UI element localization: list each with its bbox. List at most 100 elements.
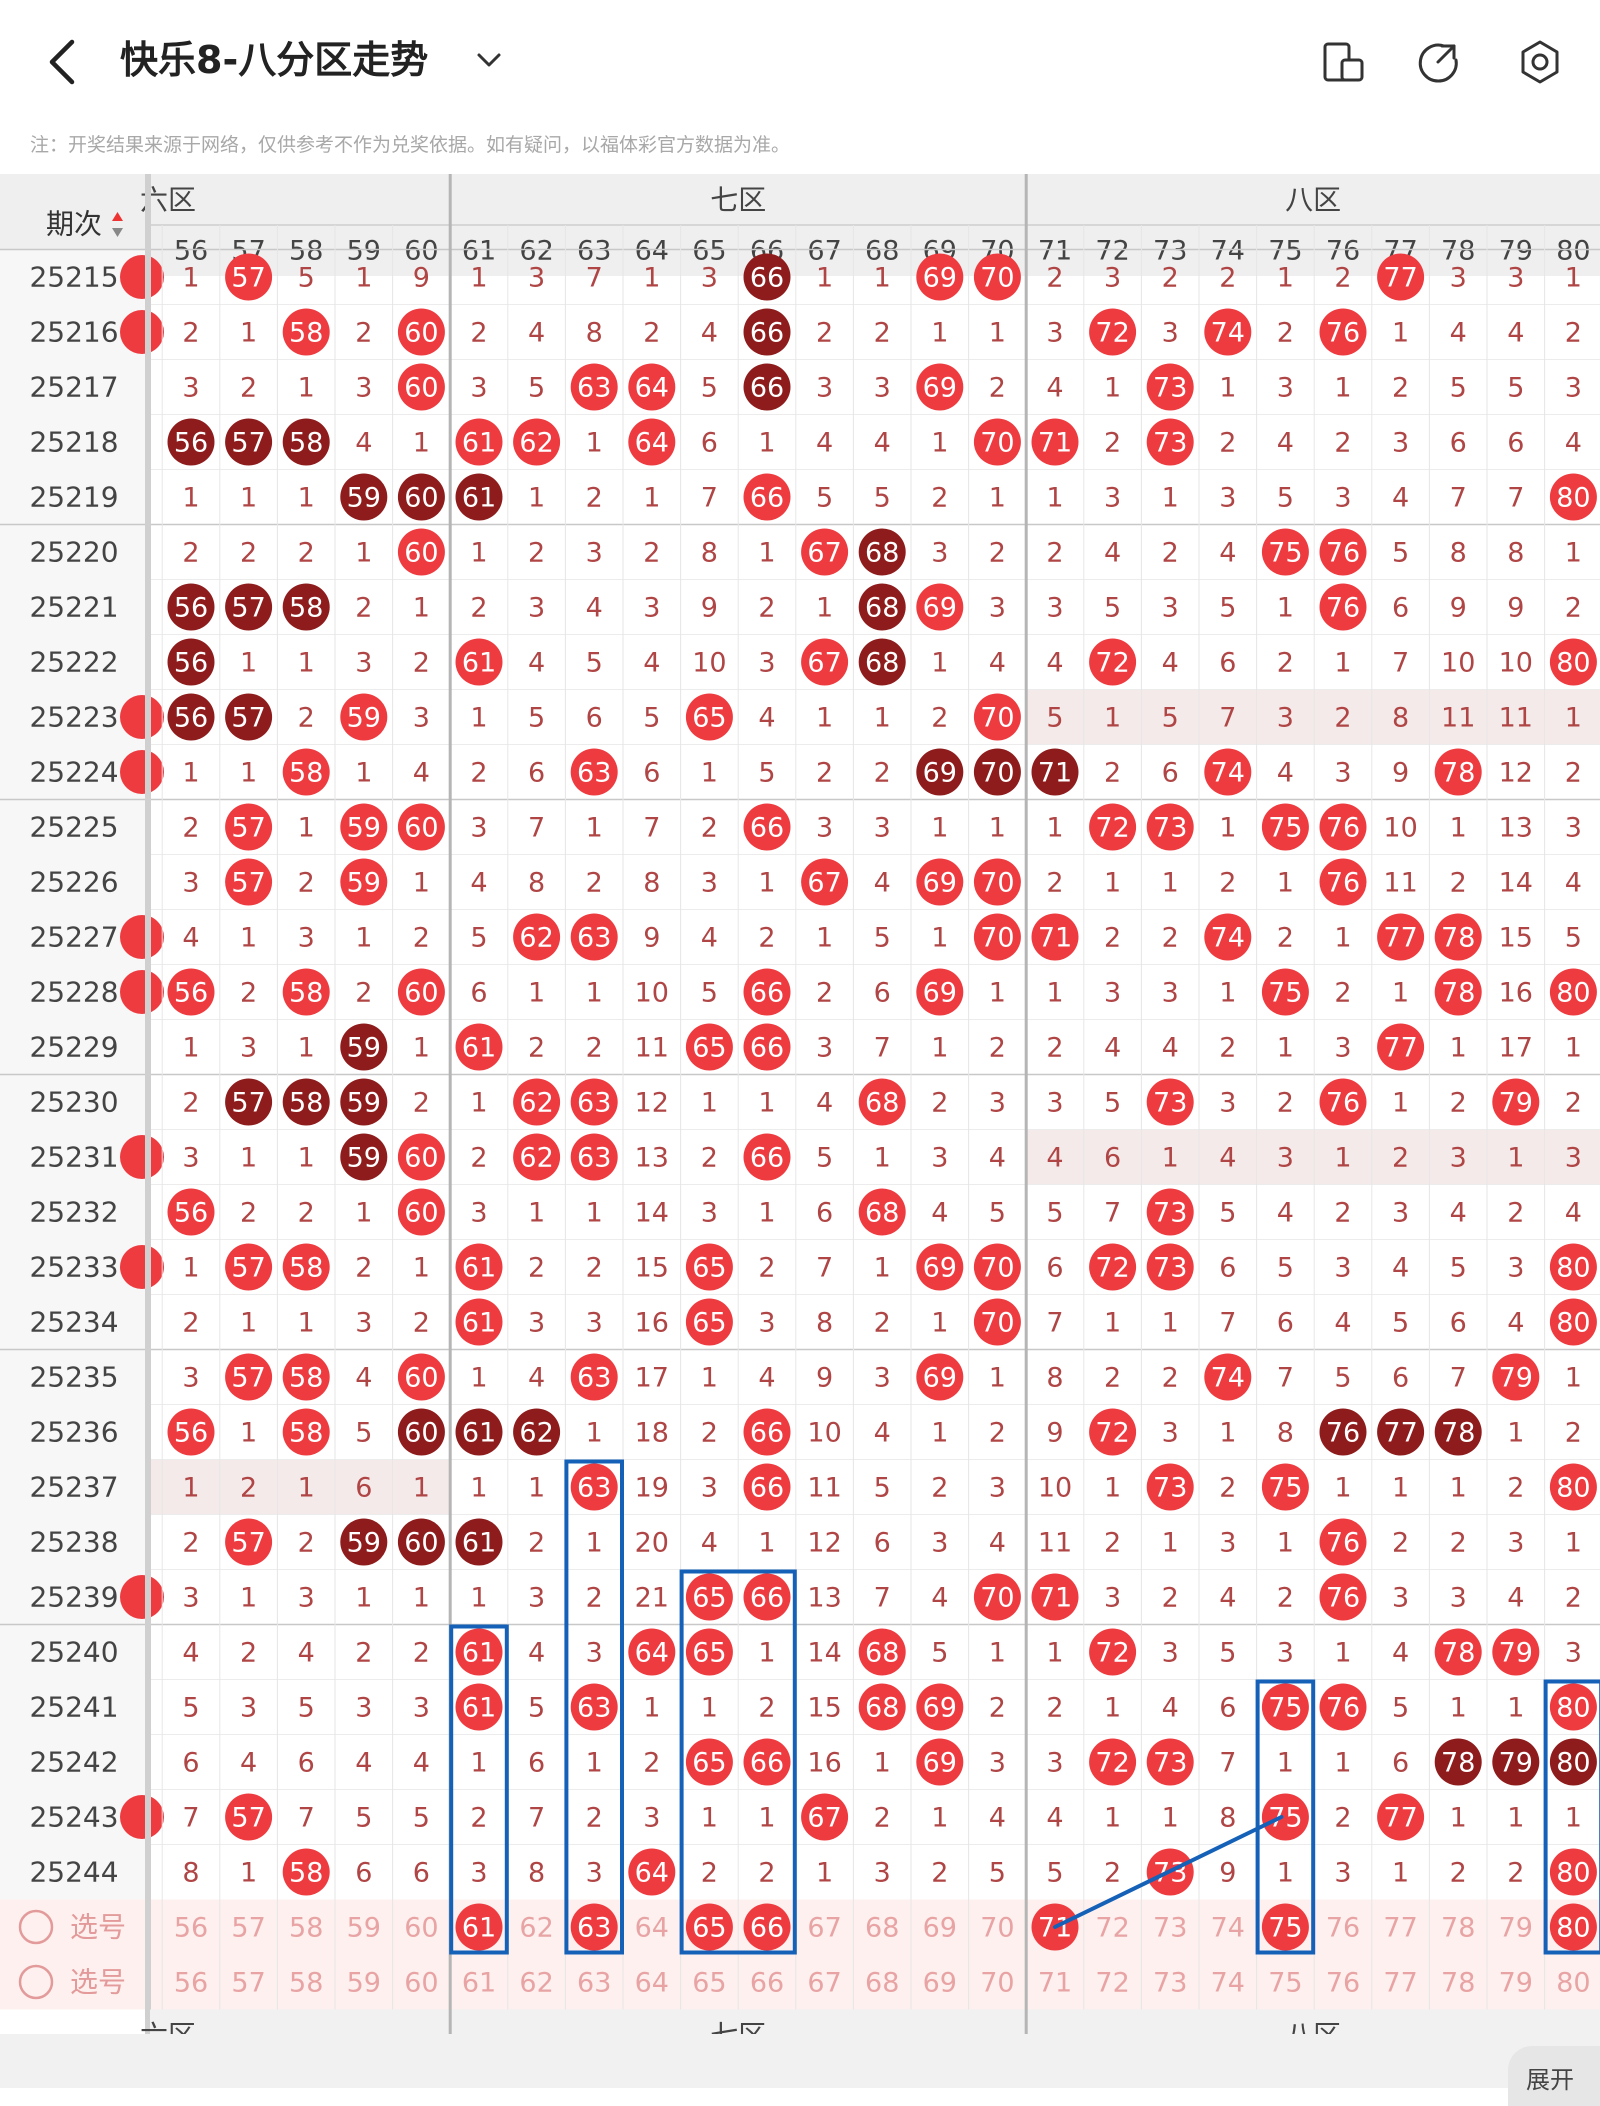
ball-number: 68 — [865, 1693, 899, 1724]
miss-count: 6 — [874, 1528, 891, 1559]
select-number[interactable]: 66 — [750, 1968, 784, 1999]
miss-count: 18 — [635, 1418, 669, 1449]
select-number[interactable]: 58 — [289, 1913, 323, 1944]
select-number[interactable]: 60 — [404, 1968, 438, 1999]
select-number[interactable]: 67 — [807, 1968, 841, 1999]
miss-count: 1 — [1334, 1638, 1351, 1669]
select-number[interactable]: 69 — [923, 1968, 957, 1999]
miss-count: 5 — [1507, 373, 1524, 404]
miss-count: 3 — [1046, 593, 1063, 624]
select-number[interactable]: 72 — [1095, 1968, 1129, 1999]
number-ball — [570, 1463, 618, 1511]
select-number[interactable]: 65 — [692, 1968, 726, 1999]
select-number[interactable]: 68 — [865, 1968, 899, 1999]
select-number[interactable]: 78 — [1441, 1913, 1475, 1944]
ball-number: 76 — [1326, 1088, 1360, 1119]
select-number[interactable]: 56 — [174, 1968, 208, 1999]
ball-number: 60 — [404, 813, 438, 844]
select-number[interactable]: 60 — [404, 1913, 438, 1944]
number-ball — [282, 1243, 330, 1291]
number-ball — [340, 858, 388, 906]
selected-ball[interactable] — [685, 1903, 733, 1951]
number-ball — [397, 803, 445, 851]
share-icon[interactable] — [1414, 38, 1462, 86]
select-number[interactable]: 80 — [1556, 1968, 1590, 1999]
number-ball — [1089, 1243, 1137, 1291]
period-label: 25225 — [29, 811, 118, 844]
selected-ball[interactable] — [743, 1903, 791, 1951]
miss-count: 11 — [1499, 703, 1533, 734]
miss-count: 8 — [701, 538, 718, 569]
select-number[interactable]: 71 — [1038, 1968, 1072, 1999]
chevron-down-icon[interactable] — [474, 48, 504, 72]
ball-number: 79 — [1499, 1363, 1533, 1394]
select-number[interactable]: 64 — [635, 1968, 669, 1999]
select-number[interactable]: 73 — [1153, 1913, 1187, 1944]
ball-number: 75 — [1268, 1693, 1302, 1724]
select-number[interactable]: 77 — [1383, 1968, 1417, 1999]
number-ball — [916, 253, 964, 301]
settings-gear-icon[interactable] — [1516, 38, 1564, 86]
select-number[interactable]: 62 — [519, 1968, 553, 1999]
select-number[interactable]: 56 — [174, 1913, 208, 1944]
select-number[interactable]: 74 — [1211, 1913, 1245, 1944]
select-number[interactable]: 59 — [347, 1968, 381, 1999]
select-number[interactable]: 61 — [462, 1968, 496, 1999]
select-number[interactable]: 69 — [923, 1913, 957, 1944]
select-number[interactable]: 64 — [635, 1913, 669, 1944]
select-number[interactable]: 76 — [1326, 1913, 1360, 1944]
select-radio-icon[interactable] — [18, 1909, 54, 1945]
period-label: 25222 — [29, 646, 118, 679]
miss-count: 5 — [1046, 1198, 1063, 1229]
select-number[interactable]: 58 — [289, 1968, 323, 1999]
select-number[interactable]: 75 — [1268, 1968, 1302, 1999]
miss-count: 3 — [701, 868, 718, 899]
miss-count: 2 — [413, 1088, 430, 1119]
selected-ball[interactable] — [1261, 1903, 1309, 1951]
number-ball — [1319, 1408, 1367, 1456]
selected-ball[interactable] — [1549, 1903, 1597, 1951]
miss-count: 4 — [1219, 1583, 1236, 1614]
select-number[interactable]: 72 — [1095, 1913, 1129, 1944]
select-number[interactable]: 57 — [231, 1968, 265, 1999]
miss-count: 3 — [643, 593, 660, 624]
select-number[interactable]: 70 — [980, 1913, 1014, 1944]
select-number[interactable]: 77 — [1383, 1913, 1417, 1944]
expand-button[interactable]: 展开 — [1508, 2046, 1600, 2106]
miss-count: 1 — [816, 593, 833, 624]
select-radio-icon[interactable] — [18, 1964, 54, 2000]
select-number[interactable]: 68 — [865, 1913, 899, 1944]
ball-number: 58 — [289, 1363, 323, 1394]
select-number[interactable]: 76 — [1326, 1968, 1360, 1999]
select-number[interactable]: 79 — [1499, 1913, 1533, 1944]
select-number[interactable]: 62 — [519, 1913, 553, 1944]
select-number[interactable]: 63 — [577, 1968, 611, 1999]
device-switch-icon[interactable] — [1320, 38, 1368, 86]
ball-number: 80 — [1556, 1253, 1590, 1284]
ball-number: 67 — [807, 1803, 841, 1834]
number-ball — [397, 1133, 445, 1181]
select-number[interactable]: 67 — [807, 1913, 841, 1944]
select-number[interactable]: 79 — [1499, 1968, 1533, 1999]
miss-count: 1 — [240, 923, 257, 954]
select-number[interactable]: 70 — [980, 1968, 1014, 1999]
selected-ball[interactable] — [455, 1903, 503, 1951]
ball-number: 80 — [1556, 1858, 1590, 1889]
footer-zone-label: 八区 — [1285, 2019, 1341, 2034]
miss-count: 2 — [298, 703, 315, 734]
back-arrow-icon[interactable] — [40, 34, 84, 90]
select-number[interactable]: 73 — [1153, 1968, 1187, 1999]
number-ball — [1434, 748, 1482, 796]
select-number[interactable]: 57 — [231, 1913, 265, 1944]
select-number[interactable]: 74 — [1211, 1968, 1245, 1999]
miss-count: 7 — [1277, 1363, 1294, 1394]
period-label: 25235 — [29, 1361, 118, 1394]
select-number[interactable]: 59 — [347, 1913, 381, 1944]
miss-count: 3 — [816, 1033, 833, 1064]
miss-count: 1 — [413, 428, 430, 459]
number-ball — [628, 418, 676, 466]
miss-count: 1 — [1565, 703, 1582, 734]
selected-ball[interactable] — [570, 1903, 618, 1951]
select-number[interactable]: 78 — [1441, 1968, 1475, 1999]
miss-count: 2 — [586, 483, 603, 514]
